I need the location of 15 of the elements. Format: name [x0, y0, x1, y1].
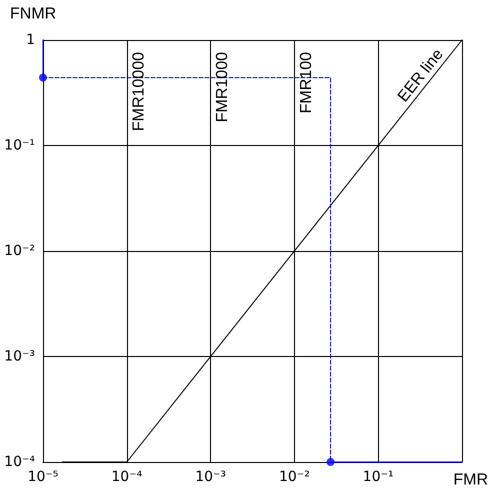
y-axis-title: FNMR [10, 6, 56, 22]
x-axis-title: FMR [453, 472, 488, 488]
x-tick-label: 10⁻⁵ [28, 469, 58, 485]
x-tick-label: 10⁻⁴ [111, 469, 143, 485]
x-tick-label: 10⁻³ [195, 469, 226, 485]
x-tick-label: 10⁻² [278, 469, 310, 485]
ref-line-label: FMR1000 [214, 52, 232, 122]
ref-line-label: FMR100 [298, 52, 315, 114]
y-tick-label: 10⁻⁴ [4, 454, 36, 470]
y-tick-label: 1 [26, 32, 35, 48]
x-tick-label: 10⁻¹ [362, 469, 394, 485]
y-tick-label: 10⁻³ [4, 348, 35, 364]
y-tick-label: 10⁻² [4, 243, 35, 259]
y-tick-label: 10⁻¹ [4, 138, 35, 154]
ref-line-label: FMR10000 [130, 52, 148, 132]
